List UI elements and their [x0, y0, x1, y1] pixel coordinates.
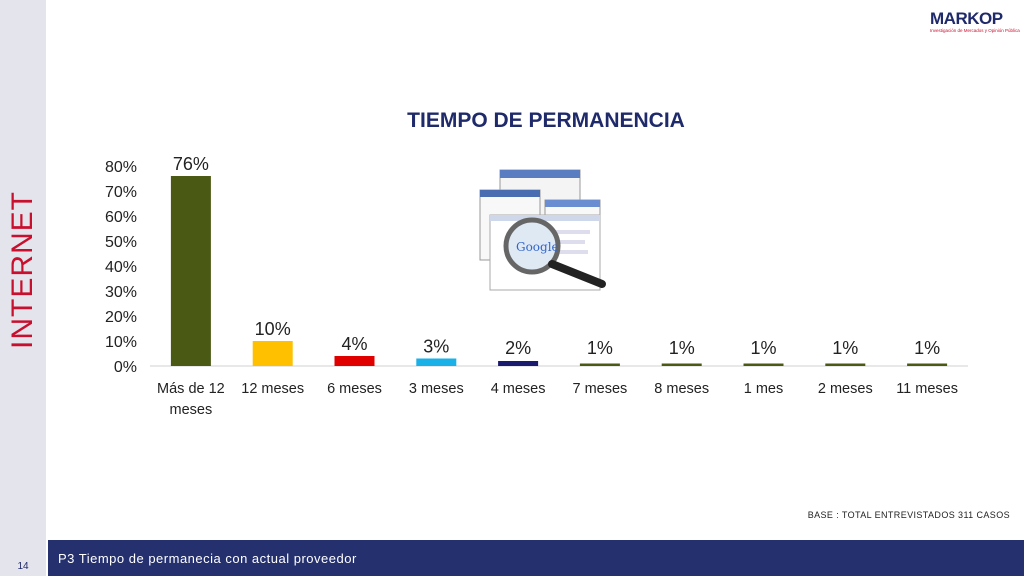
- x-tick-label: meses: [170, 402, 213, 418]
- data-label: 3%: [423, 337, 449, 357]
- x-tick-label: 1 mes: [744, 381, 784, 397]
- logo-tagline: Investigación de Mercados y Opinión Públ…: [930, 28, 1020, 33]
- chart-title: TIEMPO DE PERMANENCIA: [407, 109, 685, 132]
- svg-text:Google: Google: [516, 240, 559, 254]
- bar: [498, 361, 539, 366]
- x-tick-label: 3 meses: [409, 381, 464, 397]
- x-tick-label: 2 meses: [818, 381, 873, 397]
- y-tick-label: 20%: [105, 309, 137, 326]
- y-tick-label: 80%: [105, 159, 137, 176]
- data-label: 1%: [587, 338, 613, 358]
- y-tick-label: 0%: [114, 359, 137, 376]
- page-number: 14: [0, 540, 46, 576]
- y-tick-label: 70%: [105, 184, 137, 201]
- y-tick-label: 10%: [105, 334, 137, 351]
- data-label: 1%: [750, 338, 776, 358]
- x-tick-label: 11 meses: [896, 381, 958, 397]
- x-tick-label: 8 meses: [654, 381, 709, 397]
- x-tick-label: 6 meses: [327, 381, 382, 397]
- data-label: 1%: [914, 338, 940, 358]
- bar: [416, 358, 457, 366]
- bar: [907, 363, 948, 366]
- x-tick-label: Más de 12: [157, 381, 225, 397]
- data-label: 1%: [832, 338, 858, 358]
- bar: [252, 341, 293, 366]
- bar: [579, 363, 620, 366]
- search-magnifier-browser-icon: Google: [479, 169, 606, 291]
- markop-logo: MARKOP Investigación de Mercados y Opini…: [930, 9, 1020, 36]
- bar: [825, 363, 866, 366]
- data-label: 10%: [255, 319, 291, 339]
- bar: [170, 176, 211, 366]
- base-note: BASE : TOTAL ENTREVISTADOS 311 CASOS: [807, 510, 1010, 520]
- x-tick-label: 12 meses: [241, 381, 304, 397]
- x-tick-label: 4 meses: [491, 381, 546, 397]
- sidebar: INTERNET: [0, 0, 46, 576]
- y-tick-label: 30%: [105, 284, 137, 301]
- data-label: 2%: [505, 338, 531, 358]
- bar: [743, 363, 784, 366]
- y-tick-label: 50%: [105, 234, 137, 251]
- logo-name: MARKOP: [930, 9, 1003, 28]
- bar-chart: TIEMPO DE PERMANENCIA 0% 10% 20% 30% 40% 50% 60…: [105, 109, 968, 418]
- bar: [334, 356, 375, 366]
- footer: 14 P3 Tiempo de permanecia con actual pr…: [0, 540, 1024, 576]
- y-tick-label: 60%: [105, 209, 137, 226]
- footer-caption: P3 Tiempo de permanecia con actual prove…: [48, 540, 1024, 576]
- data-label: 1%: [669, 338, 695, 358]
- bar: [661, 363, 702, 366]
- data-label: 4%: [341, 334, 367, 354]
- data-label: 76%: [173, 154, 209, 174]
- x-tick-label: 7 meses: [572, 381, 627, 397]
- y-tick-label: 40%: [105, 259, 137, 276]
